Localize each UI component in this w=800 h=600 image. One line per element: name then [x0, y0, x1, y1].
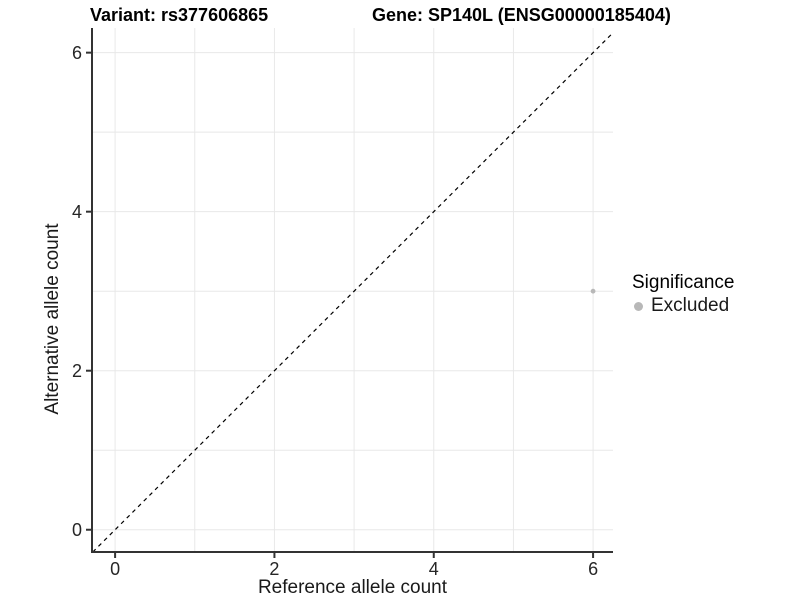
- y-tick-label: 2: [72, 361, 82, 381]
- gene-title: Gene: SP140L (ENSG00000185404): [372, 5, 671, 25]
- legend-point-icon: [634, 301, 643, 311]
- x-tick-label: 4: [429, 559, 439, 579]
- variant-title: Variant: rs377606865: [90, 5, 269, 25]
- x-axis-title: Reference allele count: [257, 577, 448, 598]
- legend-title: Significance: [632, 272, 735, 293]
- legend: Significance Excluded: [632, 272, 734, 317]
- y-tick-label: 4: [72, 202, 82, 222]
- data-point: [590, 288, 596, 294]
- legend-entry-label: Excluded: [651, 295, 730, 316]
- x-tick-label: 6: [588, 559, 598, 579]
- y-axis-title: Alternative allele count: [42, 223, 63, 415]
- y-tick-label: 0: [72, 520, 82, 540]
- x-tick-label: 0: [110, 559, 120, 579]
- x-tick-label: 2: [269, 559, 279, 579]
- identity-line: [92, 32, 614, 553]
- legend-entry: Excluded: [632, 295, 734, 317]
- y-tick-label: 6: [72, 43, 82, 63]
